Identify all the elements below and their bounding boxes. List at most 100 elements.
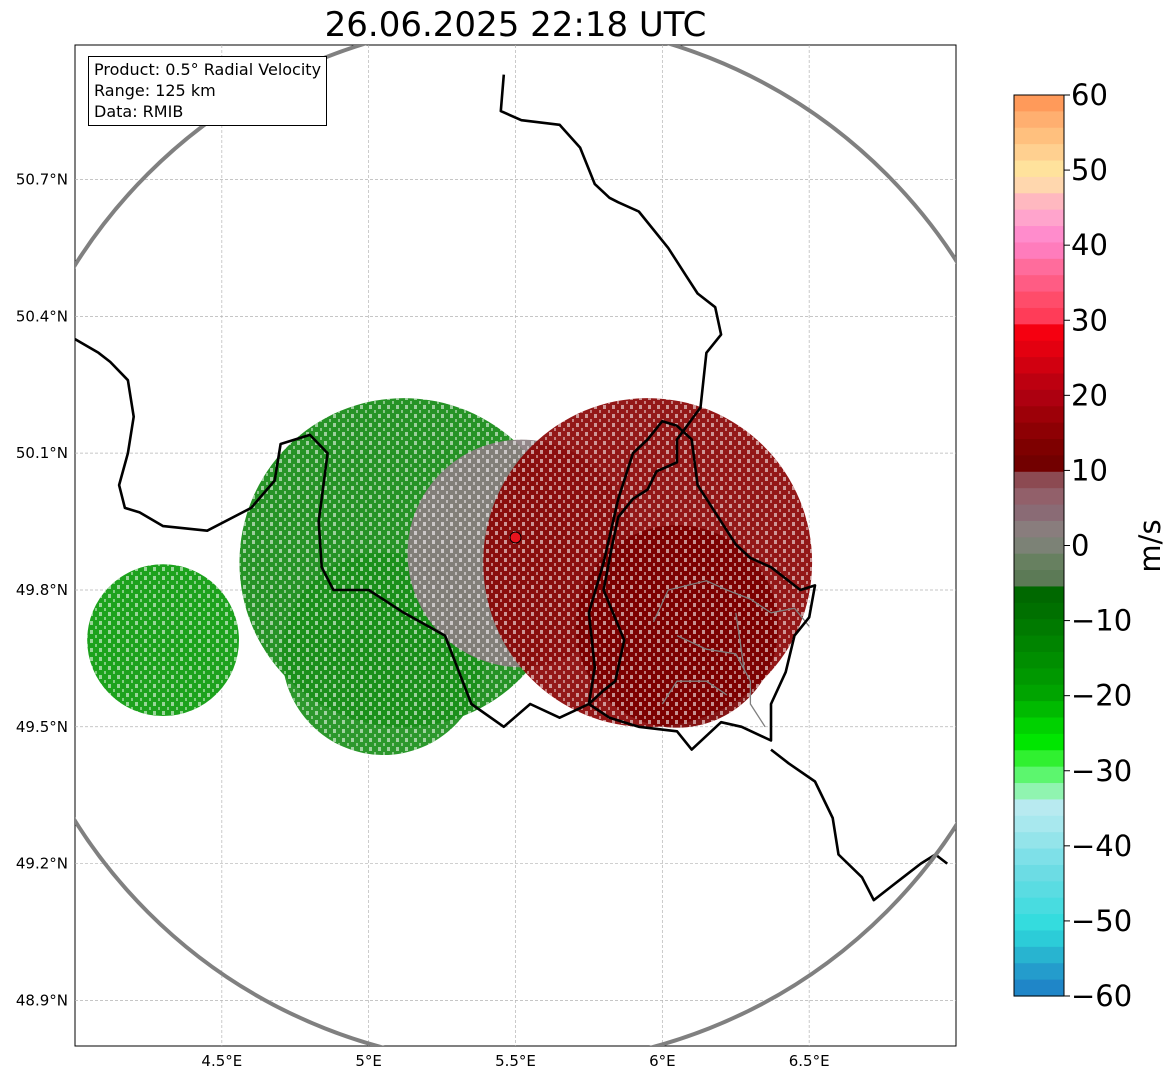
colorbar-swatch — [1014, 275, 1064, 293]
colorbar-swatch — [1014, 684, 1064, 702]
colorbar-swatch — [1014, 226, 1064, 244]
country-borders — [75, 74, 948, 902]
colorbar-swatch — [1014, 668, 1064, 686]
colorbar-swatch — [1014, 586, 1064, 604]
colorbar-swatch — [1014, 619, 1064, 637]
colorbar-tick-label: 40 — [1071, 228, 1108, 262]
colorbar-swatch — [1014, 897, 1064, 915]
map-title: 26.06.2025 22:18 UTC — [324, 5, 707, 45]
colorbar-tick-label: 60 — [1071, 78, 1108, 112]
lat-tick-label: 50.7°N — [16, 171, 68, 189]
colorbar-tick-label: −30 — [1071, 754, 1132, 788]
colorbar-swatch — [1014, 95, 1064, 112]
lat-tick-label: 50.4°N — [16, 307, 68, 325]
colorbar-tick-label: 50 — [1071, 153, 1108, 187]
lon-tick-label: 5.5°E — [495, 1052, 536, 1070]
lat-tick-label: 50.1°N — [16, 444, 68, 462]
colorbar-swatch — [1014, 537, 1064, 555]
colorbar-swatch — [1014, 946, 1064, 964]
colorbar-swatch — [1014, 504, 1064, 522]
lat-tick-label: 49.2°N — [16, 855, 68, 873]
colorbar-swatch — [1014, 291, 1064, 309]
colorbar-swatch — [1014, 766, 1064, 784]
colorbar-swatch — [1014, 979, 1064, 997]
velocity-region-texture — [575, 525, 779, 728]
colorbar-swatch — [1014, 209, 1064, 227]
lat-tick-label: 48.9°N — [16, 991, 68, 1009]
colorbar-swatch — [1014, 520, 1064, 538]
colorbar-swatch — [1014, 340, 1064, 358]
lon-tick-label: 6°E — [649, 1052, 676, 1070]
range-label: Range: 125 km — [94, 81, 216, 100]
colorbar-swatch — [1014, 815, 1064, 833]
colorbar-tick-label: 10 — [1071, 453, 1108, 487]
lon-tick-label: 5°E — [355, 1052, 382, 1070]
lon-tick-label: 4.5°E — [201, 1052, 242, 1070]
lat-tick-label: 49.5°N — [16, 718, 68, 736]
colorbar-swatch — [1014, 651, 1064, 669]
colorbar-swatch — [1014, 160, 1064, 178]
colorbar-swatch — [1014, 389, 1064, 407]
colorbar-swatch — [1014, 176, 1064, 194]
colorbar-tick-label: 20 — [1071, 378, 1108, 412]
colorbar-tick-label: −10 — [1071, 604, 1132, 638]
latitude-tick-labels: 50.7°N 50.4°N 50.1°N 49.8°N 49.5°N 49.2°N 48.9… — [16, 171, 68, 1010]
colorbar-swatch — [1014, 258, 1064, 276]
colorbar-swatch — [1014, 324, 1064, 342]
country-border — [770, 748, 948, 902]
colorbar-tick-label: −40 — [1071, 829, 1132, 863]
data-source-label: Data: RMIB — [94, 102, 184, 121]
colorbar-swatch — [1014, 422, 1064, 440]
radial-velocity-echoes — [87, 398, 813, 756]
regional-border — [735, 612, 746, 673]
colorbar-swatch — [1014, 488, 1064, 506]
colorbar-swatch — [1014, 930, 1064, 948]
colorbar-swatch — [1014, 111, 1064, 129]
colorbar-swatch — [1014, 307, 1064, 325]
colorbar-swatch — [1014, 602, 1064, 620]
country-border — [587, 419, 817, 751]
product-label: Product: 0.5° Radial Velocity — [94, 60, 322, 79]
colorbar-swatch — [1014, 127, 1064, 145]
colorbar-swatch — [1014, 242, 1064, 260]
colorbar-swatch — [1014, 963, 1064, 981]
colorbar-swatch — [1014, 471, 1064, 489]
radar-site-marker[interactable] — [509, 531, 522, 544]
longitude-tick-labels: 4.5°E 5°E 5.5°E 6°E 6.5°E — [201, 1052, 829, 1070]
colorbar-swatch — [1014, 799, 1064, 817]
colorbar-swatch — [1014, 635, 1064, 653]
velocity-colorbar: 60 50 40 30 20 10 0 −10 −20 −30 −40 −50 −60 m/s — [1013, 78, 1167, 1013]
colorbar-tick-label: 0 — [1071, 529, 1089, 563]
colorbar-swatch — [1014, 439, 1064, 456]
colorbar-swatch — [1014, 701, 1064, 719]
regional-border — [652, 580, 810, 627]
country-border — [75, 74, 723, 729]
product-info-box: Product: 0.5° Radial Velocity Range: 125… — [88, 56, 328, 126]
velocity-region-texture — [87, 564, 239, 717]
colorbar-swatch — [1014, 193, 1064, 211]
lat-tick-label: 49.8°N — [16, 581, 68, 599]
colorbar-tick-label: −20 — [1071, 679, 1132, 713]
colorbar-swatch — [1014, 864, 1064, 882]
colorbar-swatch — [1014, 373, 1064, 391]
colorbar-swatch — [1014, 144, 1064, 162]
colorbar-swatch — [1014, 717, 1064, 735]
colorbar-swatch — [1014, 881, 1064, 899]
colorbar-swatch — [1014, 832, 1064, 850]
lon-tick-label: 6.5°E — [789, 1052, 830, 1070]
colorbar-swatch — [1014, 570, 1064, 588]
colorbar-tick-label: −50 — [1071, 904, 1132, 938]
map-area[interactable] — [0, 21, 1039, 1065]
colorbar-swatch — [1014, 553, 1064, 571]
colorbar-swatch — [1014, 848, 1064, 866]
colorbar-swatch — [1014, 733, 1064, 751]
colorbar-swatch — [1014, 783, 1064, 801]
colorbar-tick-label: 30 — [1071, 303, 1108, 337]
regional-border — [676, 635, 766, 728]
colorbar-swatch — [1014, 455, 1064, 473]
colorbar-swatch — [1014, 914, 1064, 932]
regional-border — [661, 680, 728, 705]
colorbar-tick-label: −60 — [1071, 979, 1132, 1013]
colorbar-swatch — [1014, 750, 1064, 768]
